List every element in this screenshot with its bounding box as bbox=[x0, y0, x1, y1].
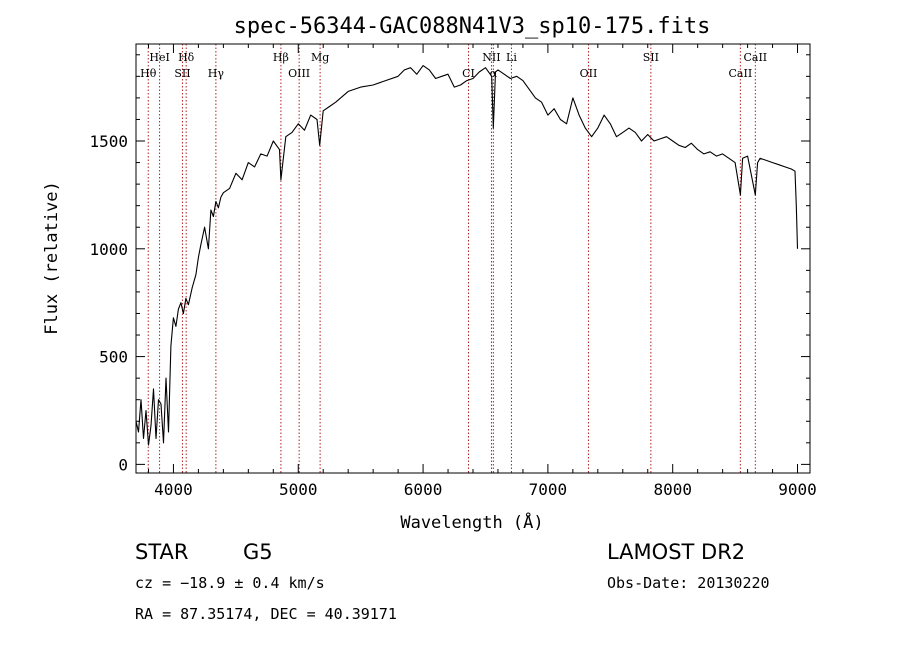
spectrum-line bbox=[135, 65, 799, 446]
survey-name: LAMOST DR2 bbox=[607, 540, 745, 564]
x-tick-label: 5000 bbox=[279, 480, 318, 499]
x-tick-label: 4000 bbox=[154, 480, 193, 499]
spectral-line-label: Li bbox=[506, 51, 517, 64]
spectral-line-label: OII bbox=[580, 67, 598, 80]
ra-dec-text: RA = 87.35174, DEC = 40.39171 bbox=[135, 605, 397, 623]
spectral-line-label: CI bbox=[462, 67, 475, 80]
spectral-line-label: NII bbox=[482, 51, 500, 64]
spectral-line-label: CaII bbox=[729, 67, 753, 80]
spectrum-series bbox=[135, 65, 799, 446]
x-axis-label: Wavelength (Å) bbox=[400, 511, 543, 533]
object-type: STAR bbox=[135, 540, 188, 564]
chart-title: spec-56344-GAC088N41V3_sp10-175.fits bbox=[234, 14, 711, 39]
redshift-text: cz = −18.9 ± 0.4 km/s bbox=[135, 574, 325, 592]
spectral-line-label: HeI bbox=[149, 51, 169, 64]
x-tick-label: 6000 bbox=[404, 480, 443, 499]
spectral-line-label: OIII bbox=[288, 67, 310, 80]
spectral-line-label: Hδ bbox=[178, 51, 195, 64]
spectral-line-label: SII bbox=[643, 51, 659, 64]
axis-ticks: 4000 5000 6000 7000 8000 9000 0 500 1000 1500 bbox=[89, 44, 817, 499]
y-tick-label: 1500 bbox=[89, 132, 128, 151]
y-axis-label: Flux (relative) bbox=[42, 181, 62, 335]
obs-date-text: Obs-Date: 20130220 bbox=[607, 574, 770, 592]
spectral-line-label: Hβ bbox=[273, 51, 289, 64]
y-tick-label: 1000 bbox=[89, 240, 128, 259]
x-tick-label: 7000 bbox=[529, 480, 568, 499]
spectral-line-label: CaII bbox=[743, 51, 767, 64]
x-tick-label: 9000 bbox=[778, 480, 817, 499]
y-tick-label: 500 bbox=[99, 348, 128, 367]
y-tick-label: 0 bbox=[118, 455, 128, 474]
spectral-line-label: α bbox=[490, 67, 498, 80]
spectral-class: G5 bbox=[243, 540, 273, 564]
spectral-line-label: Hγ bbox=[208, 67, 225, 80]
x-tick-label: 8000 bbox=[653, 480, 692, 499]
plot-frame bbox=[135, 43, 811, 474]
spectral-line-label: SII bbox=[174, 67, 190, 80]
spectral-line-label: Hθ bbox=[140, 67, 157, 80]
spectral-line-label: Mg bbox=[311, 51, 329, 64]
